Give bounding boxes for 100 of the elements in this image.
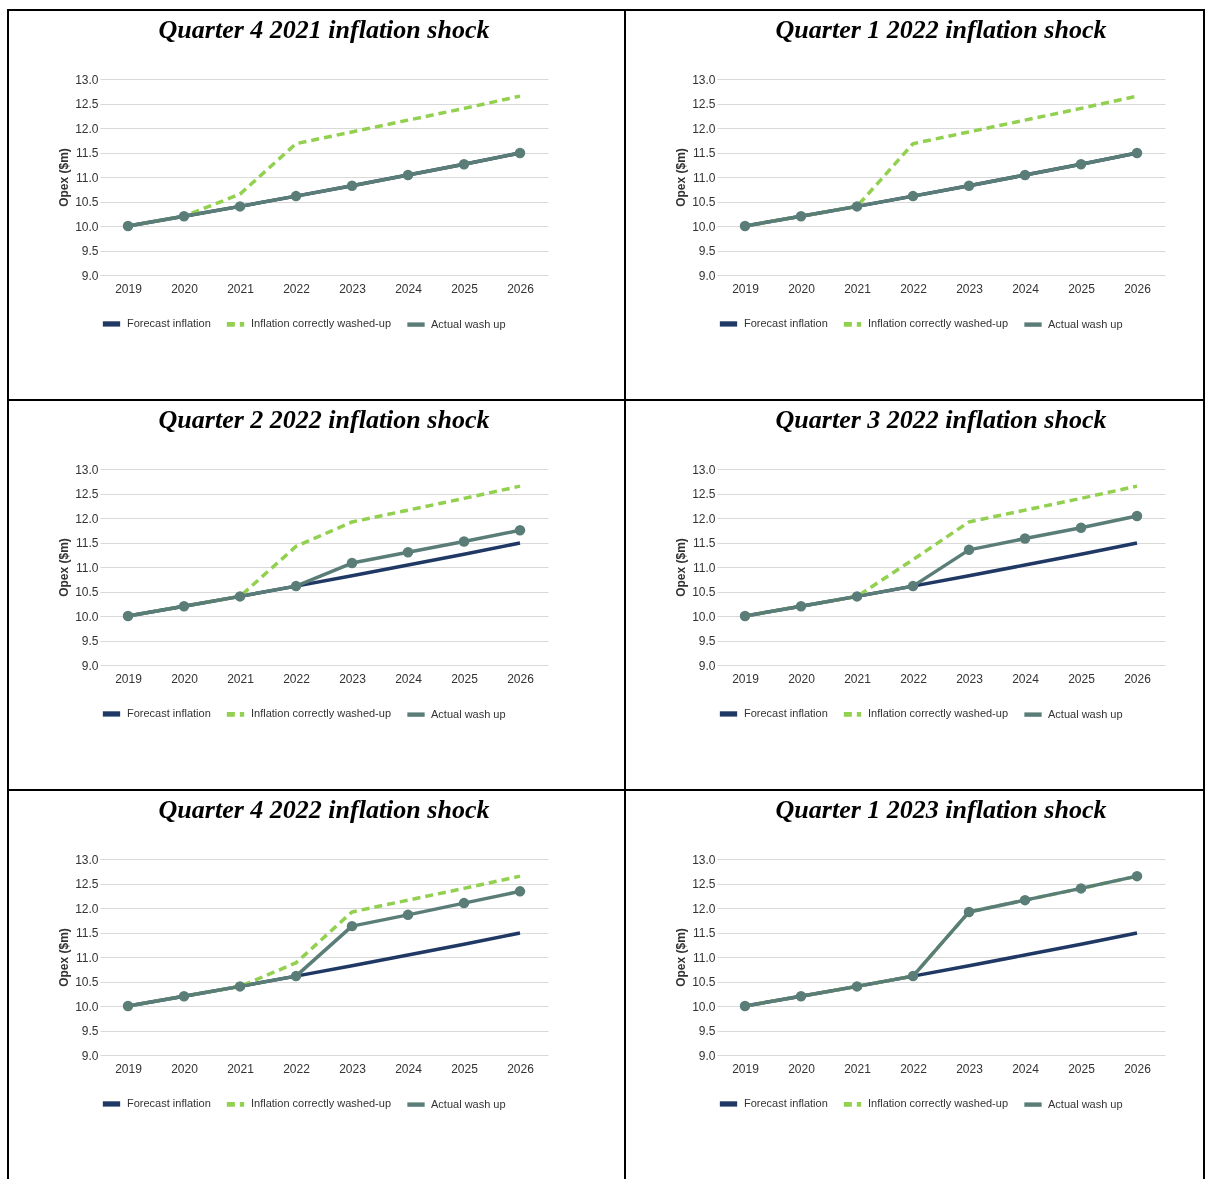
x-tick-label: 2023: [956, 1061, 984, 1076]
y-tick-label: 11.5: [693, 536, 716, 550]
x-tick-label: 2021: [844, 671, 872, 686]
legend-label: Forecast inflation: [127, 1096, 211, 1109]
y-axis-title: Opex ($m): [57, 538, 72, 597]
y-axis-title: Opex ($m): [57, 928, 72, 987]
x-tick-label: 2024: [395, 671, 423, 686]
x-tick-label: 2023: [339, 1061, 367, 1076]
y-tick-label: 9.0: [81, 1048, 99, 1063]
x-tick-label: 2026: [507, 1061, 535, 1076]
x-tick-label: 2019: [115, 281, 143, 296]
chart-title: Quarter 4 2022 inflation shock: [158, 795, 490, 824]
y-tick-label: 11.0: [693, 950, 716, 965]
y-tick-label: 11.5: [76, 926, 99, 940]
x-tick-label: 2022: [900, 1061, 928, 1076]
y-tick-label: 9.5: [698, 1024, 716, 1038]
y-axis-title: Opex ($m): [57, 148, 72, 207]
x-tick-label: 2024: [395, 1061, 423, 1076]
y-tick-label: 12.0: [692, 511, 716, 526]
y-tick-label: 10.0: [692, 609, 716, 624]
y-tick-label: 12.5: [75, 97, 99, 111]
legend-label: Actual wash up: [1048, 1097, 1123, 1110]
x-tick-label: 2026: [1124, 281, 1152, 296]
x-tick-label: 2025: [451, 281, 479, 296]
legend-label: Actual wash up: [431, 317, 506, 330]
x-tick-label: 2020: [171, 1061, 199, 1076]
y-tick-label: 11.0: [693, 560, 716, 575]
legend-label: Actual wash up: [431, 707, 506, 720]
y-tick-label: 10.0: [75, 219, 99, 234]
y-tick-label: 11.0: [693, 170, 716, 185]
y-tick-label: 12.0: [75, 901, 99, 916]
legend-label: Actual wash up: [1048, 707, 1123, 720]
y-tick-label: 12.5: [75, 877, 99, 891]
x-tick-label: 2019: [732, 1061, 760, 1076]
y-tick-label: 13.0: [75, 72, 99, 87]
y-tick-label: 13.0: [692, 462, 716, 477]
x-tick-label: 2021: [227, 1061, 255, 1076]
x-tick-label: 2023: [956, 671, 984, 686]
y-tick-label: 11.0: [76, 560, 99, 575]
x-tick-label: 2019: [115, 1061, 143, 1076]
x-tick-label: 2023: [339, 281, 367, 296]
x-tick-label: 2020: [788, 281, 816, 296]
legend-label: Inflation correctly washed-up: [868, 1097, 1009, 1110]
chart-title: Quarter 4 2021 inflation shock: [158, 15, 490, 44]
y-tick-label: 9.5: [81, 244, 99, 258]
y-tick-label: 11.5: [76, 536, 99, 550]
y-axis-title: Opex ($m): [674, 928, 689, 987]
x-tick-label: 2021: [227, 281, 255, 296]
y-tick-label: 9.5: [81, 1024, 99, 1038]
legend-label: Forecast inflation: [744, 1096, 828, 1109]
x-tick-label: 2019: [732, 281, 760, 296]
y-tick-label: 10.5: [75, 585, 99, 599]
x-tick-label: 2025: [1068, 671, 1096, 686]
x-tick-label: 2026: [507, 281, 535, 296]
chart-title: Quarter 1 2022 inflation shock: [775, 15, 1107, 44]
y-tick-label: 10.0: [75, 609, 99, 624]
x-tick-label: 2021: [227, 671, 255, 686]
x-tick-label: 2021: [844, 1061, 872, 1076]
x-tick-label: 2020: [788, 671, 816, 686]
y-tick-label: 9.5: [698, 244, 716, 258]
y-tick-label: 11.5: [693, 926, 716, 940]
y-tick-label: 13.0: [692, 72, 716, 87]
legend-label: Inflation correctly washed-up: [251, 1097, 392, 1110]
y-tick-label: 9.0: [698, 268, 716, 283]
y-tick-label: 10.0: [692, 219, 716, 234]
x-tick-label: 2024: [1012, 1061, 1040, 1076]
x-tick-label: 2022: [900, 671, 928, 686]
y-tick-label: 9.5: [81, 634, 99, 648]
legend-label: Actual wash up: [431, 1097, 506, 1110]
x-tick-label: 2025: [1068, 1061, 1096, 1076]
y-tick-label: 12.5: [692, 877, 716, 891]
x-tick-label: 2024: [1012, 281, 1040, 296]
y-tick-label: 11.0: [76, 170, 99, 185]
y-axis-title: Opex ($m): [674, 538, 689, 597]
y-tick-label: 13.0: [692, 852, 716, 867]
y-tick-label: 9.0: [698, 1048, 716, 1063]
y-tick-label: 12.5: [75, 487, 99, 501]
legend-label: Inflation correctly washed-up: [868, 317, 1009, 330]
x-tick-label: 2022: [900, 281, 928, 296]
x-tick-label: 2020: [171, 281, 199, 296]
x-tick-label: 2023: [339, 671, 367, 686]
x-tick-label: 2020: [171, 671, 199, 686]
x-tick-label: 2026: [1124, 671, 1152, 686]
y-tick-label: 10.5: [692, 975, 716, 989]
x-tick-label: 2024: [395, 281, 423, 296]
legend-label: Actual wash up: [1048, 317, 1123, 330]
x-tick-label: 2025: [451, 1061, 479, 1076]
y-tick-label: 13.0: [75, 462, 99, 477]
legend-label: Inflation correctly washed-up: [251, 317, 392, 330]
y-tick-label: 9.5: [698, 634, 716, 648]
y-tick-label: 10.5: [692, 585, 716, 599]
chart-title: Quarter 2 2022 inflation shock: [158, 405, 490, 434]
legend-label: Forecast inflation: [744, 706, 828, 719]
x-tick-label: 2025: [451, 671, 479, 686]
x-tick-label: 2019: [115, 671, 143, 686]
y-tick-label: 10.5: [692, 195, 716, 209]
x-tick-label: 2020: [788, 1061, 816, 1076]
y-tick-label: 12.5: [692, 97, 716, 111]
y-tick-label: 11.5: [693, 146, 716, 160]
y-axis-title: Opex ($m): [674, 148, 689, 207]
